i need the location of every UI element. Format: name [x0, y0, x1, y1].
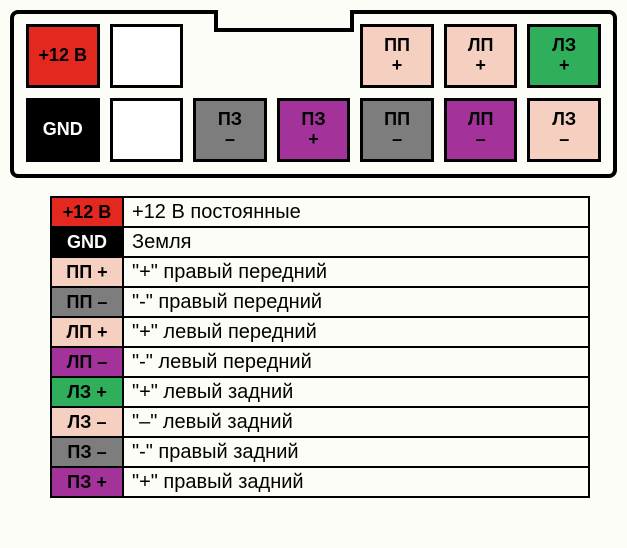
pin-0-5: ЛП+ [444, 24, 518, 88]
pin-label: + [559, 56, 570, 76]
pin-spacer [277, 24, 351, 88]
pin-0-1 [110, 24, 184, 88]
legend-swatch: ЛП – [51, 347, 123, 377]
legend-desc: "-" левый передний [123, 347, 589, 377]
legend-row: GNDЗемля [51, 227, 589, 257]
legend-desc: "+" правый передний [123, 257, 589, 287]
legend-row: ПЗ –"-" правый задний [51, 437, 589, 467]
pin-0-6: ЛЗ+ [527, 24, 601, 88]
connector-outline: +12 ВПП+ЛП+ЛЗ+GNDПЗ–ПЗ+ПП–ЛП–ЛЗ– [10, 10, 617, 178]
pin-label: ПП [384, 36, 410, 56]
legend-swatch: GND [51, 227, 123, 257]
pin-label: + [308, 130, 319, 150]
pin-label: ЛП [468, 110, 494, 130]
pin-row-0: +12 ВПП+ЛП+ЛЗ+ [26, 24, 601, 88]
legend-swatch: ПП + [51, 257, 123, 287]
pin-label: ЛЗ [552, 110, 576, 130]
pin-label: – [392, 130, 402, 150]
legend-row: +12 В+12 В постоянные [51, 197, 589, 227]
legend-row: ПЗ +"+" правый задний [51, 467, 589, 497]
pin-label: – [559, 130, 569, 150]
pin-label: – [476, 130, 486, 150]
legend-desc: +12 В постоянные [123, 197, 589, 227]
pin-1-3: ПЗ+ [277, 98, 351, 162]
legend-desc: "-" правый задний [123, 437, 589, 467]
pin-label: ПП [384, 110, 410, 130]
pin-1-6: ЛЗ– [527, 98, 601, 162]
pin-1-0: GND [26, 98, 100, 162]
pin-label: ПЗ [218, 110, 242, 130]
legend-swatch: ПЗ – [51, 437, 123, 467]
pin-label: ЛП [468, 36, 494, 56]
pin-label: + [475, 56, 486, 76]
pin-label: ПЗ [301, 110, 325, 130]
pin-row-1: GNDПЗ–ПЗ+ПП–ЛП–ЛЗ– [26, 98, 601, 162]
pin-1-2: ПЗ– [193, 98, 267, 162]
pin-label: GND [43, 120, 83, 140]
legend-swatch: ЛП + [51, 317, 123, 347]
legend-desc: "+" левый передний [123, 317, 589, 347]
pin-label: + [392, 56, 403, 76]
legend-swatch: ЛЗ + [51, 377, 123, 407]
legend-row: ПП –"-" правый передний [51, 287, 589, 317]
pin-label: +12 В [39, 46, 88, 66]
legend-swatch: ПП – [51, 287, 123, 317]
legend-row: ЛП +"+" левый передний [51, 317, 589, 347]
pin-spacer [193, 24, 267, 88]
legend-swatch: +12 В [51, 197, 123, 227]
pin-0-0: +12 В [26, 24, 100, 88]
legend-row: ПП +"+" правый передний [51, 257, 589, 287]
legend-row: ЛП –"-" левый передний [51, 347, 589, 377]
legend-swatch: ПЗ + [51, 467, 123, 497]
legend-desc: "+" левый задний [123, 377, 589, 407]
legend-row: ЛЗ +"+" левый задний [51, 377, 589, 407]
pin-1-4: ПП– [360, 98, 434, 162]
pin-label: ЛЗ [552, 36, 576, 56]
pin-label: – [225, 130, 235, 150]
legend-table: +12 В+12 В постоянныеGNDЗемляПП +"+" пра… [50, 196, 590, 498]
pin-1-1 [110, 98, 184, 162]
connector-notch [214, 10, 354, 32]
pin-0-4: ПП+ [360, 24, 434, 88]
legend-swatch: ЛЗ – [51, 407, 123, 437]
legend-desc: "–" левый задний [123, 407, 589, 437]
legend-row: ЛЗ –"–" левый задний [51, 407, 589, 437]
legend-desc: Земля [123, 227, 589, 257]
legend-desc: "+" правый задний [123, 467, 589, 497]
legend-desc: "-" правый передний [123, 287, 589, 317]
pin-1-5: ЛП– [444, 98, 518, 162]
